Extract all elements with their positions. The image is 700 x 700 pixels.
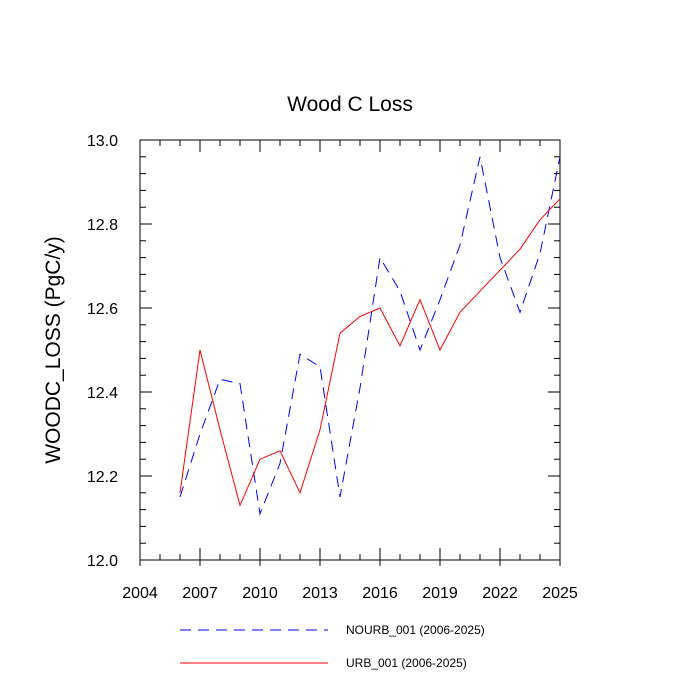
x-tick-label: 2022 bbox=[482, 585, 518, 602]
x-tick-label: 2007 bbox=[182, 585, 218, 602]
x-tick-label: 2019 bbox=[422, 585, 458, 602]
legend-label-2: URB_001 (2006-2025) bbox=[346, 656, 467, 670]
series-line-1 bbox=[179, 156, 561, 516]
x-tick-label: 2010 bbox=[242, 585, 278, 602]
y-tick-label: 12.4 bbox=[87, 385, 118, 402]
y-axis-label: WOODC_LOSS (PgC/y) bbox=[42, 236, 65, 464]
y-tick-label: 12.8 bbox=[87, 217, 118, 234]
y-tick-label: 12.6 bbox=[87, 301, 118, 318]
legend-label-1: NOURB_001 (2006-2025) bbox=[346, 623, 485, 637]
y-tick-label: 12.2 bbox=[87, 469, 118, 486]
axes: 2004 2007 2010 2013 2016 2019 2022 2025 12.0 12.2… bbox=[87, 133, 578, 602]
x-tick-label: 2025 bbox=[542, 585, 578, 602]
series-layer bbox=[179, 156, 561, 516]
series-line-2 bbox=[179, 198, 561, 507]
chart-title: Wood C Loss bbox=[287, 93, 413, 116]
x-tick-label: 2013 bbox=[302, 585, 338, 602]
y-tick-label: 13.0 bbox=[87, 133, 118, 150]
legend: NOURB_001 (2006-2025) URB_001 (2006-2025) bbox=[180, 623, 485, 670]
y-tick-label: 12.0 bbox=[87, 553, 118, 570]
x-tick-label: 2004 bbox=[122, 585, 158, 602]
plot-frame bbox=[139, 139, 561, 561]
x-tick-label: 2016 bbox=[362, 585, 398, 602]
